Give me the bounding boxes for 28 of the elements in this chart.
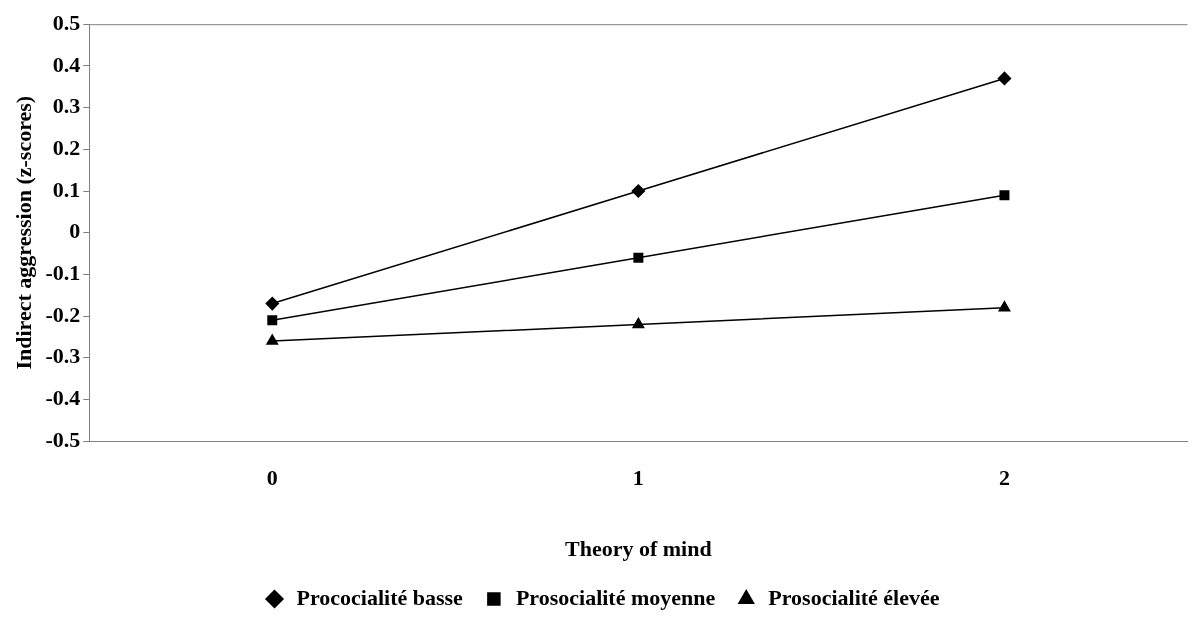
x-tick-label: 2 xyxy=(998,465,1010,491)
y-tick-label: 0.5 xyxy=(52,9,81,35)
point xyxy=(997,71,1012,86)
x-tick-label: 1 xyxy=(632,465,644,491)
point xyxy=(265,296,280,311)
y-tick-label: 0.3 xyxy=(52,93,81,119)
x-tick-label: 0 xyxy=(266,465,278,491)
point xyxy=(998,301,1011,312)
y-tick-label: 0 xyxy=(69,218,81,244)
legend-label: Prosocialité élevée xyxy=(768,584,940,610)
y-tick-label: -0.5 xyxy=(45,426,81,452)
y-tick-label: 0.1 xyxy=(52,176,81,202)
legend-label: Prosocialité moyenne xyxy=(515,584,716,610)
y-tick-label: -0.3 xyxy=(45,343,81,369)
x-axis-title: Theory of mind xyxy=(565,536,712,562)
point xyxy=(999,190,1010,201)
y-tick-label: 0.4 xyxy=(52,51,81,77)
y-tick-label: 0.2 xyxy=(52,134,81,160)
point xyxy=(632,317,645,329)
y-tick-label: -0.4 xyxy=(45,385,81,411)
point xyxy=(633,252,644,263)
point xyxy=(631,184,646,198)
point xyxy=(267,315,278,326)
y-tick-label: -0.2 xyxy=(45,301,81,327)
y-axis-title: Indirect aggression (z-scores) xyxy=(10,95,36,370)
legend-label: Prococialité basse xyxy=(296,584,464,610)
y-tick-label: -0.1 xyxy=(45,260,81,286)
point xyxy=(266,334,279,345)
